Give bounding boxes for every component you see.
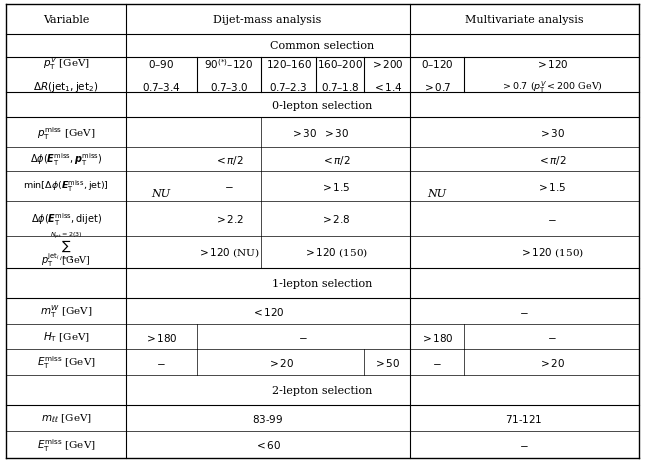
Text: $p_\mathrm{T}^{\mathrm{jet}_i}$ [GeV]: $p_\mathrm{T}^{\mathrm{jet}_i}$ [GeV] <box>41 251 91 269</box>
Text: $0$–$90$: $0$–$90$ <box>148 58 174 69</box>
Text: $> 120$ (NU): $> 120$ (NU) <box>197 246 261 259</box>
Text: Multivariate analysis: Multivariate analysis <box>465 15 583 25</box>
Text: $< \pi/2$: $< \pi/2$ <box>321 153 350 166</box>
Text: $> 120$ (150): $> 120$ (150) <box>519 246 584 259</box>
Text: $120$–$160$: $120$–$160$ <box>266 58 312 69</box>
Text: $160$–$200$: $160$–$200$ <box>317 58 363 69</box>
Text: $-$: $-$ <box>299 332 308 341</box>
Text: $> 120$ (150): $> 120$ (150) <box>303 246 368 259</box>
Text: 0-lepton selection: 0-lepton selection <box>272 100 373 110</box>
Text: $0.7$–$2.3$: $0.7$–$2.3$ <box>270 81 308 93</box>
Text: $-$: $-$ <box>432 358 442 367</box>
Text: $0.7$–$3.0$: $0.7$–$3.0$ <box>210 81 248 93</box>
Text: $> 0.7$ ($p_\mathrm{T}^V{<}200$ GeV): $> 0.7$ ($p_\mathrm{T}^V{<}200$ GeV) <box>501 79 602 94</box>
Text: $E_\mathrm{T}^\mathrm{miss}$ [GeV]: $E_\mathrm{T}^\mathrm{miss}$ [GeV] <box>37 436 95 453</box>
Text: $> 2.2$: $> 2.2$ <box>214 213 244 225</box>
Text: $\Delta\phi(\boldsymbol{E}_\mathrm{T}^\mathrm{miss},\mathrm{dijet})$: $\Delta\phi(\boldsymbol{E}_\mathrm{T}^\m… <box>30 210 102 227</box>
Text: 1-lepton selection: 1-lepton selection <box>272 279 373 288</box>
Text: $< 120$: $< 120$ <box>251 306 284 317</box>
Text: $-$: $-$ <box>519 440 529 449</box>
Text: $90^{(*)}$–$120$: $90^{(*)}$–$120$ <box>204 57 253 70</box>
Text: $> 180$: $> 180$ <box>144 331 178 343</box>
Text: Common selection: Common selection <box>270 41 375 51</box>
Text: $> 180$: $> 180$ <box>420 331 454 343</box>
Text: $> 1.5$: $> 1.5$ <box>320 181 351 192</box>
Text: $-$: $-$ <box>519 307 529 316</box>
Text: $-$: $-$ <box>224 182 233 191</box>
Text: $> 0.7$: $> 0.7$ <box>422 81 452 93</box>
Text: $p_\mathrm{T}^\mathrm{miss}$ [GeV]: $p_\mathrm{T}^\mathrm{miss}$ [GeV] <box>37 125 95 142</box>
Text: $-$: $-$ <box>157 358 166 367</box>
Text: $> 200$: $> 200$ <box>370 58 404 69</box>
Text: $m_\mathrm{T}^W$ [GeV]: $m_\mathrm{T}^W$ [GeV] <box>40 303 92 320</box>
Text: $> 2.8$: $> 2.8$ <box>321 213 350 225</box>
Text: NU: NU <box>152 188 171 198</box>
Text: $\sum_{i=1}^{N_\mathrm{jet}=2(3)}$: $\sum_{i=1}^{N_\mathrm{jet}=2(3)}$ <box>50 231 83 263</box>
Text: $E_\mathrm{T}^\mathrm{miss}$ [GeV]: $E_\mathrm{T}^\mathrm{miss}$ [GeV] <box>37 354 95 371</box>
Text: $0$–$120$: $0$–$120$ <box>421 58 453 69</box>
Text: $m_{\ell\ell}$ [GeV]: $m_{\ell\ell}$ [GeV] <box>41 412 92 424</box>
Text: NU: NU <box>428 188 446 198</box>
Text: $< \pi/2$: $< \pi/2$ <box>537 153 566 166</box>
Text: $-$: $-$ <box>547 332 556 341</box>
Text: $\Delta R(\mathrm{jet}_1,\mathrm{jet}_2)$: $\Delta R(\mathrm{jet}_1,\mathrm{jet}_2)… <box>34 80 99 94</box>
Text: $\min[\Delta\phi(\boldsymbol{E}_\mathrm{T}^\mathrm{miss},\mathrm{jet})]$: $\min[\Delta\phi(\boldsymbol{E}_\mathrm{… <box>23 179 109 194</box>
Text: $> 30$: $> 30$ <box>290 127 317 139</box>
Text: Dijet-mass analysis: Dijet-mass analysis <box>213 15 322 25</box>
Text: $< \pi/2$: $< \pi/2$ <box>214 153 244 166</box>
Text: $> 30$: $> 30$ <box>322 127 349 139</box>
Text: 2-lepton selection: 2-lepton selection <box>272 385 373 395</box>
Text: $p_\mathrm{T}^V$ [GeV]: $p_\mathrm{T}^V$ [GeV] <box>43 55 90 72</box>
Text: $\Delta\phi(\boldsymbol{E}_\mathrm{T}^\mathrm{miss},\boldsymbol{p}_\mathrm{T}^\m: $\Delta\phi(\boldsymbol{E}_\mathrm{T}^\m… <box>30 151 103 168</box>
Text: $> 30$: $> 30$ <box>538 127 565 139</box>
Text: $> 20$: $> 20$ <box>538 357 565 368</box>
Text: Variable: Variable <box>43 15 89 25</box>
Text: $0.7$–$3.4$: $0.7$–$3.4$ <box>142 81 181 93</box>
Text: $> 1.5$: $> 1.5$ <box>536 181 567 192</box>
Text: $71$-$121$: $71$-$121$ <box>505 412 543 424</box>
Text: $< 60$: $< 60$ <box>254 438 281 450</box>
Text: $0.7$–$1.8$: $0.7$–$1.8$ <box>321 81 359 93</box>
Text: $< 1.4$: $< 1.4$ <box>372 81 402 93</box>
Text: $83$-$99$: $83$-$99$ <box>252 412 283 424</box>
Text: $-$: $-$ <box>547 214 556 223</box>
Text: $> 20$: $> 20$ <box>267 357 294 368</box>
Text: $> 120$: $> 120$ <box>535 58 568 69</box>
Text: $> 50$: $> 50$ <box>373 357 401 368</box>
Text: $H_\mathrm{T}$ [GeV]: $H_\mathrm{T}$ [GeV] <box>43 330 90 344</box>
